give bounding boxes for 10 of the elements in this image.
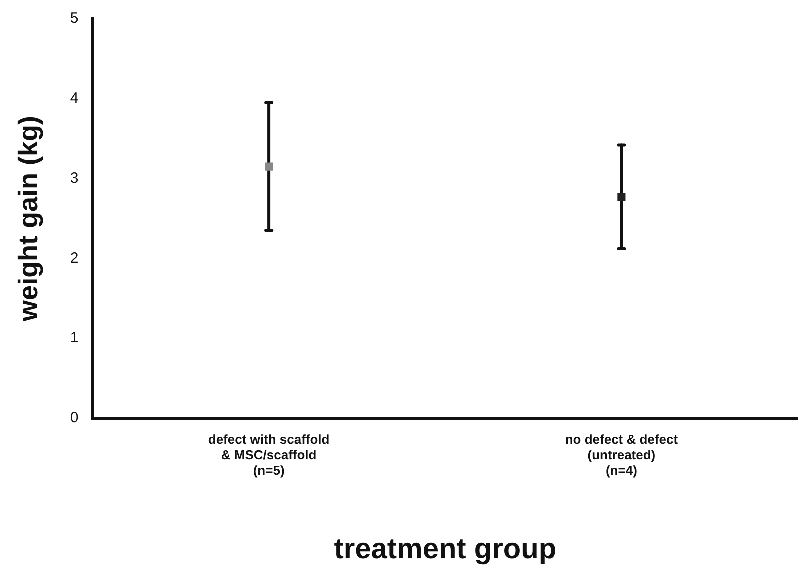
y-tick-label: 5: [70, 10, 79, 28]
y-tick-label: 4: [70, 90, 79, 108]
y-axis-title: weight gain (kg): [14, 116, 44, 322]
x-tick-label: defect with scaffold & MSC/scaffold (n=5): [208, 432, 330, 478]
y-tick-label: 1: [70, 330, 79, 347]
y-tick-label: 3: [70, 170, 79, 187]
x-axis-title: treatment group: [334, 534, 557, 566]
x-tick-label: no defect & defect (untreated) (n=4): [565, 432, 679, 478]
y-tick-label: 2: [70, 250, 79, 267]
y-tick-label: 0: [70, 410, 79, 427]
